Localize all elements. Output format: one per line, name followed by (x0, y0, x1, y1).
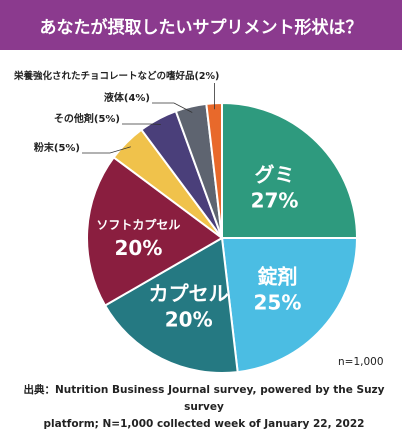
chart-title: あなたが摂取したいサプリメント形状は？ (39, 17, 363, 38)
slice-percent-label-1: 25% (254, 290, 302, 314)
pie-slice-2 (103, 236, 239, 374)
slice-callout-label-5: その他剤(5%) (54, 112, 120, 125)
slice-name-label-1: 錠剤 (257, 264, 297, 288)
source-footer: 出典：Nutrition Business Journal survey, po… (14, 382, 394, 433)
pie-slice-0 (221, 101, 359, 239)
source-line-1: 出典：Nutrition Business Journal survey, po… (23, 384, 385, 413)
pie-slice-3 (86, 155, 224, 307)
pie-slice-1 (220, 237, 359, 374)
slice-callout-label-6: 液体(4%) (104, 91, 150, 104)
leader-line-4 (82, 146, 131, 154)
sample-size-note: n=1,000 (338, 356, 384, 368)
slice-name-label-2: カプセル (149, 281, 229, 305)
source-line-2: platform; N=1,000 collected week of Janu… (43, 418, 365, 430)
slice-labels: グミ27%錠剤25%カプセル20%ソフトカプセル20%粉末(5%)その他剤(5%… (13, 70, 301, 331)
leader-line-6 (152, 102, 193, 113)
slice-percent-label-0: 27% (251, 188, 299, 212)
title-banner: あなたが摂取したいサプリメント形状は？ (0, 0, 402, 50)
pie-slices (86, 101, 359, 374)
slice-percent-label-3: 20% (115, 236, 163, 260)
slice-name-label-0: グミ (255, 162, 295, 186)
slice-callout-label-4: 粉末(5%) (34, 141, 80, 154)
leader-lines (82, 83, 215, 154)
slice-callout-label-7: 栄養強化されたチョコレートなどの嗜好品(2%) (13, 70, 219, 82)
slice-percent-label-2: 20% (165, 307, 213, 331)
slice-name-label-3: ソフトカプセル (96, 217, 180, 232)
